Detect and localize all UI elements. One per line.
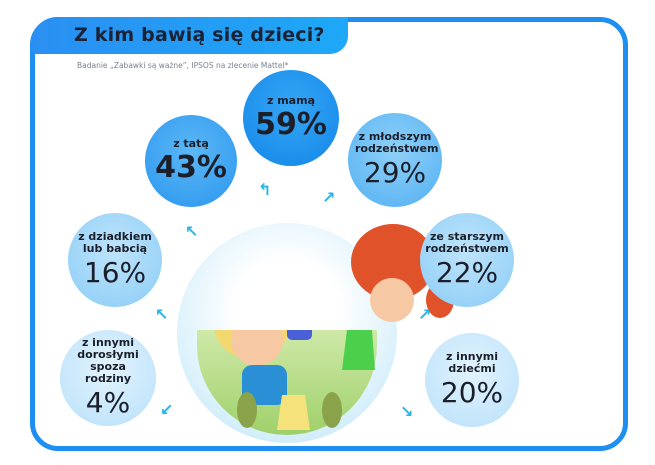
page-title: Z kim bawią się dzieci?: [74, 24, 325, 46]
stat-bubble-older-siblings: ze starszym rodzeństwem 22%: [420, 213, 514, 307]
stat-label: z mamą: [266, 94, 315, 107]
shoe: [237, 392, 257, 428]
stat-value: 29%: [363, 156, 427, 189]
stat-value: 20%: [440, 376, 504, 409]
stat-bubble-grandparents: z dziadkiem lub babcią 16%: [68, 213, 162, 307]
curved-arrow-icon: ↖: [155, 305, 169, 324]
sand-bucket: [277, 395, 310, 430]
stat-value: 43%: [155, 150, 227, 185]
stat-bubble-other-adults: z innymi dorosłymi spoza rodziny 4%: [60, 330, 156, 426]
stat-bubble-younger-siblings: z młodszym rodzeństwem 29%: [348, 113, 442, 207]
stat-label: z dziadkiem lub babcią: [78, 230, 152, 255]
curved-arrow-icon: ↗: [322, 188, 336, 207]
stat-bubble-other-children: z innymi dziećmi 20%: [425, 333, 519, 427]
stat-label: z innymi dziećmi: [445, 350, 499, 375]
stat-value: 22%: [435, 256, 499, 289]
curved-arrow-icon: ↖: [185, 222, 199, 241]
stat-bubble-father: z tatą 43%: [145, 115, 237, 207]
stat-label: ze starszym rodzeństwem: [425, 230, 509, 255]
stat-value: 16%: [83, 256, 147, 289]
stat-label: z młodszym rodzeństwem: [355, 130, 439, 155]
stat-value: 4%: [85, 386, 131, 419]
stat-bubble-mother: z mamą 59%: [243, 70, 339, 166]
girl-dress: [342, 330, 375, 370]
shoe: [322, 392, 342, 428]
header-tab: [30, 17, 348, 54]
stat-value: 59%: [255, 107, 327, 142]
stat-label: z innymi dorosłymi spoza rodziny: [77, 336, 139, 385]
curved-arrow-icon: ↙: [160, 400, 174, 419]
stat-label: z tatą: [173, 137, 209, 150]
curved-arrow-icon: ↘: [400, 402, 414, 421]
curved-arrow-icon: ↰: [258, 180, 272, 199]
source-note: Badanie „Zabawki są ważne”, IPSOS na zle…: [77, 61, 289, 70]
curved-arrow-icon: ↗: [418, 305, 432, 324]
boy-shirt: [242, 365, 287, 405]
